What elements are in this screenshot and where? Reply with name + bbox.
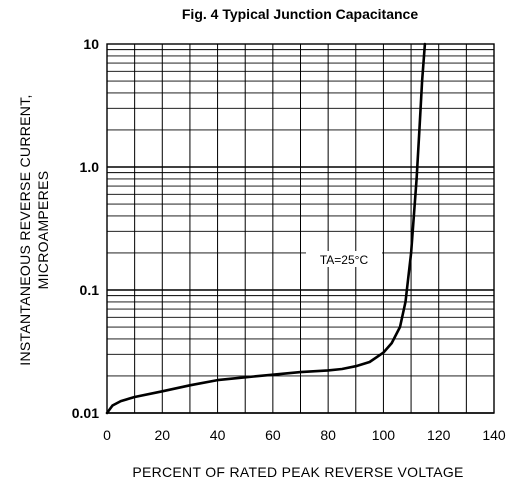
x-tick-label: 0: [103, 427, 111, 443]
x-tick-label: 120: [427, 427, 451, 443]
y-tick-label: 0.01: [72, 405, 99, 421]
y-axis-label-line1: INSTANTANEOUS REVERSE CURRENT,: [17, 94, 33, 365]
x-axis-label: PERCENT OF RATED PEAK REVERSE VOLTAGE: [132, 464, 463, 480]
x-tick-label: 80: [320, 427, 336, 443]
y-axis-label: INSTANTANEOUS REVERSE CURRENT, MICROAMPE…: [17, 94, 51, 365]
y-tick-label: 10: [83, 36, 99, 52]
series-group: [105, 42, 427, 415]
grid-lines: [106, 44, 495, 414]
series-line: [105, 42, 427, 415]
x-tick-label: 100: [372, 427, 396, 443]
plot-frame: [106, 43, 495, 414]
x-tick-label: 20: [154, 427, 170, 443]
annotation-label: TA=25°C: [320, 253, 369, 267]
y-axis-label-line2: MICROAMPERES: [35, 171, 51, 290]
y-tick-label: 1.0: [80, 159, 100, 175]
annotation-ta: TA=25°C: [306, 251, 382, 267]
x-tick-label: 40: [210, 427, 226, 443]
y-tick-labels: 10 1.0 0.1 0.01: [72, 36, 99, 421]
x-tick-label: 60: [265, 427, 281, 443]
y-tick-label: 0.1: [80, 282, 100, 298]
chart-title: Fig. 4 Typical Junction Capacitance: [182, 6, 418, 22]
x-tick-labels: 0 20 40 60 80 100 120 140: [103, 427, 506, 443]
x-tick-label: 140: [482, 427, 506, 443]
annotation-background: [306, 251, 382, 267]
